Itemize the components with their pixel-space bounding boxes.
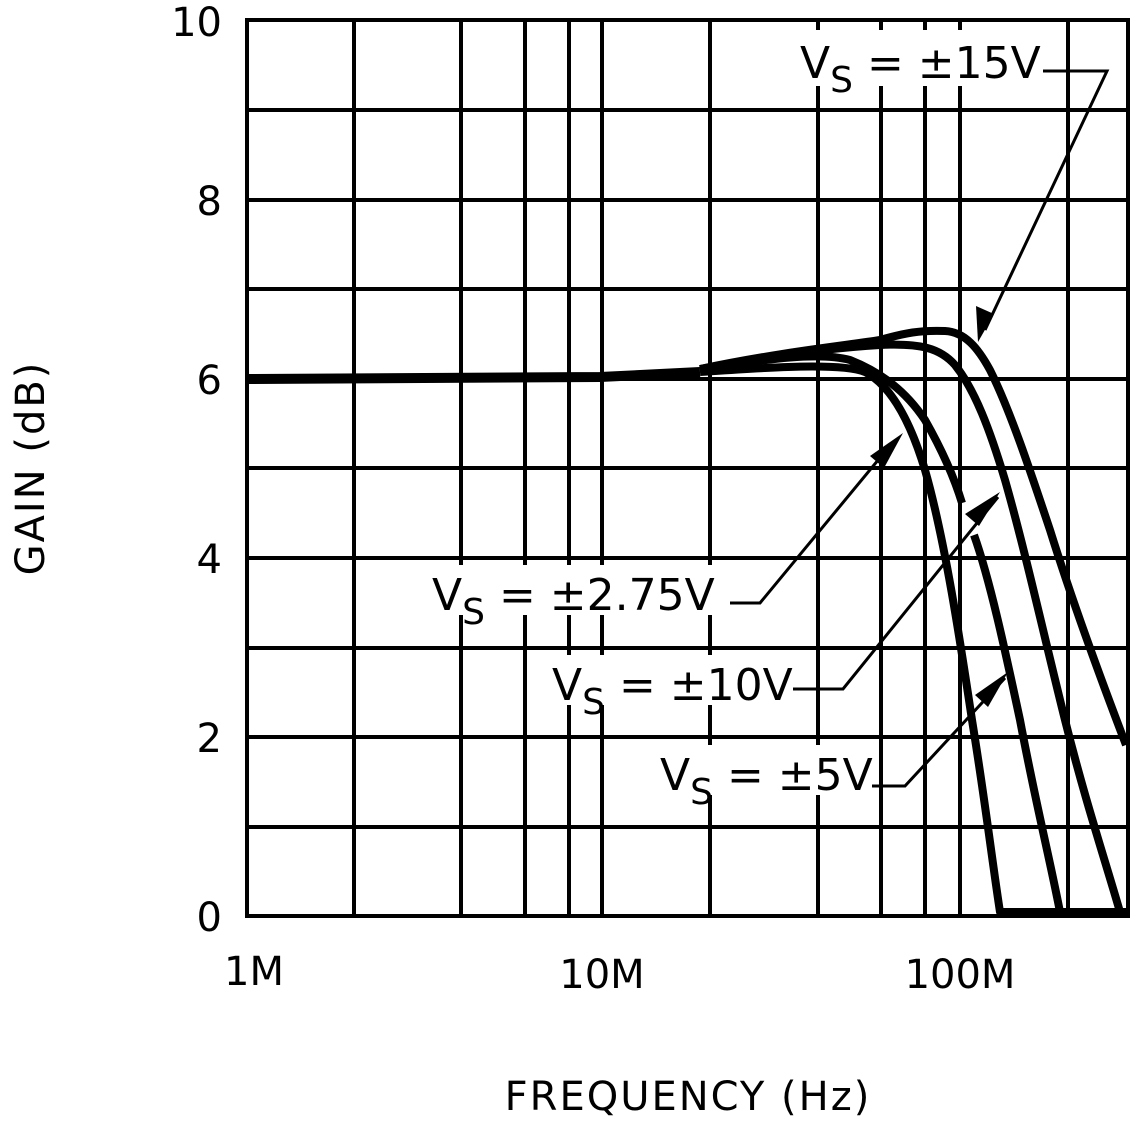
arrow-vs-10v-icon: [965, 492, 1000, 526]
arrow-vs-2-75v-icon: [870, 433, 903, 468]
arrowheads: [870, 306, 1008, 707]
annotation-vs-2-75v: VS = ±2.75V: [432, 570, 715, 633]
grid: [245, 18, 1130, 918]
curve-vs-2-75v: [699, 362, 1062, 916]
y-axis-ticks: 10 8 6 4 2 0: [171, 0, 222, 941]
annotation-vs-15v: VS = ±15V: [800, 38, 1041, 101]
annotation-leaders: [730, 69, 1110, 788]
arrow-vs-5v-icon: [975, 672, 1008, 707]
y-tick-2: 2: [197, 716, 222, 762]
curve-common-trunk: [246, 367, 701, 384]
annotation-backgrounds: [428, 30, 1045, 795]
curve-vs-5v-lower: [970, 533, 1128, 916]
x-axis-title: FREQUENCY (Hz): [505, 1074, 872, 1120]
x-tick-10m: 10M: [559, 952, 644, 998]
y-tick-0: 0: [197, 895, 222, 941]
x-tick-100m: 100M: [905, 952, 1016, 998]
curves: [246, 326, 1130, 916]
x-axis-ticks: 1M 10M 100M: [224, 949, 1015, 998]
x-tick-1m: 1M: [224, 949, 284, 995]
y-tick-10: 10: [171, 0, 222, 46]
y-axis-title: GAIN (dB): [8, 361, 54, 576]
annotation-vs-10v: VS = ±10V: [552, 660, 793, 723]
curve-vs-15v: [699, 326, 1130, 747]
arrow-vs-15v-icon: [976, 306, 994, 342]
y-tick-6: 6: [197, 358, 222, 404]
y-tick-4: 4: [197, 537, 222, 583]
annotation-vs-5v: VS = ±5V: [660, 750, 873, 813]
y-tick-8: 8: [197, 179, 222, 225]
